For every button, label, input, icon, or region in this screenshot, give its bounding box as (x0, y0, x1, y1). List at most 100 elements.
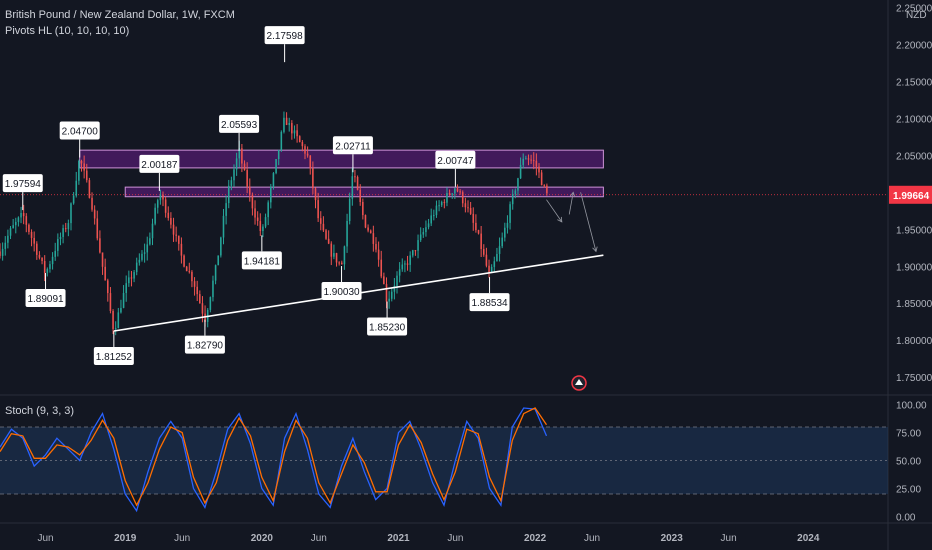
candle-body (149, 238, 151, 245)
candle-body (217, 255, 220, 266)
candle-body (138, 259, 141, 263)
candle-body (112, 310, 114, 329)
candle-body (506, 222, 509, 228)
pivot-label-box[interactable] (321, 282, 362, 301)
candle-body (67, 223, 70, 230)
candle-body (359, 189, 361, 202)
candle-body (191, 271, 193, 282)
candle-body (377, 249, 380, 260)
time-tick-label: 2021 (387, 533, 410, 544)
pivot-label-box[interactable] (139, 154, 180, 173)
candle-body (367, 227, 369, 231)
stoch-d-line[interactable] (0, 407, 548, 507)
candle-body (12, 225, 14, 229)
candle-body (388, 298, 390, 302)
pivot-label: 1.94181 (244, 256, 281, 267)
candle-body (180, 243, 183, 256)
candle-body (419, 234, 422, 241)
projection-arrow[interactable] (546, 199, 563, 223)
candle-body (230, 180, 233, 186)
time-tick-label: Jun (584, 533, 600, 544)
pivot-label: 1.82790 (187, 341, 224, 352)
candle-body (522, 158, 525, 165)
pivot-label: 2.00747 (437, 156, 474, 167)
pivot-label-box[interactable] (264, 26, 305, 45)
pivot-label-box[interactable] (59, 121, 100, 140)
projection-arrow[interactable] (568, 192, 574, 215)
candle-body (461, 192, 464, 204)
candle-body (404, 263, 406, 265)
candle-body (511, 194, 514, 205)
candle-body (59, 237, 62, 240)
price-tick-label: 1.90000 (896, 262, 932, 273)
stoch-k-line[interactable] (0, 407, 548, 513)
pivot-label-box[interactable] (25, 288, 66, 307)
candle-body (96, 218, 99, 239)
candle-body (43, 261, 46, 273)
candle-body (83, 163, 85, 171)
pivot-label-box[interactable] (367, 317, 408, 336)
pivot-label-box[interactable] (469, 293, 510, 312)
candle-body (209, 297, 212, 310)
current-price-badge[interactable] (889, 185, 932, 204)
stochastic-indicator-legend[interactable]: Stoch (9, 3, 3) (5, 405, 75, 417)
stoch-tick-label: 100.00 (896, 401, 927, 412)
stoch-tick-label: 0.00 (896, 512, 916, 523)
candle-body (433, 215, 435, 217)
symbol-title[interactable]: British Pound / New Zealand Dollar, 1W, … (5, 9, 235, 21)
candle-body (325, 230, 327, 239)
pivot-label-box[interactable] (241, 251, 282, 270)
candle-body (312, 168, 314, 189)
pivot-label-box[interactable] (435, 150, 476, 169)
candle-body (146, 244, 149, 253)
pivot-label: 2.04700 (62, 127, 99, 138)
candle-body (114, 328, 117, 330)
candle-body (57, 239, 59, 251)
candle-body (46, 268, 49, 273)
price-tick-label: 2.25000 (896, 3, 932, 14)
pivot-label-box[interactable] (2, 174, 43, 193)
pivot-label: 1.97594 (5, 179, 42, 190)
pivot-label-box[interactable] (93, 346, 134, 365)
time-tick-label: 2024 (797, 533, 820, 544)
candle-body (33, 237, 35, 244)
candle-body (398, 269, 401, 276)
pivot-label-box[interactable] (184, 335, 225, 354)
candle-body (451, 193, 454, 195)
candle-body (406, 263, 409, 265)
projection-arrow[interactable] (580, 192, 597, 252)
candle-body (22, 212, 25, 217)
time-tick-label: Jun (721, 533, 737, 544)
time-tick-label: Jun (174, 533, 190, 544)
candle-body (135, 262, 138, 273)
pivot-label-box[interactable] (219, 114, 260, 133)
candle-body (141, 253, 143, 260)
candle-body (396, 275, 398, 286)
candle-body (88, 180, 91, 198)
resistance-zone[interactable] (124, 186, 604, 198)
pivot-label: 2.17598 (267, 31, 304, 42)
candle-body (262, 226, 264, 231)
time-tick-label: 2022 (524, 533, 547, 544)
candle-body (99, 238, 101, 253)
candle-body (412, 250, 414, 256)
candle-body (485, 254, 488, 266)
candle-body (51, 256, 54, 265)
candle-body (425, 227, 427, 233)
candle-body (248, 186, 251, 195)
candle-body (356, 176, 359, 190)
pivots-indicator-legend[interactable]: Pivots HL (10, 10, 10, 10) (5, 25, 130, 37)
candle-body (498, 246, 501, 254)
candle-body (62, 228, 64, 238)
candle-body (235, 158, 238, 170)
candle-body (493, 261, 496, 267)
candle-body (517, 178, 519, 191)
candle-body (41, 257, 43, 262)
pivot-label-box[interactable] (332, 136, 373, 155)
candle-body (101, 252, 104, 267)
candle-body (390, 291, 393, 299)
pivot-label: 2.05593 (221, 120, 258, 131)
candle-body (409, 255, 411, 265)
candle-body (335, 253, 338, 263)
